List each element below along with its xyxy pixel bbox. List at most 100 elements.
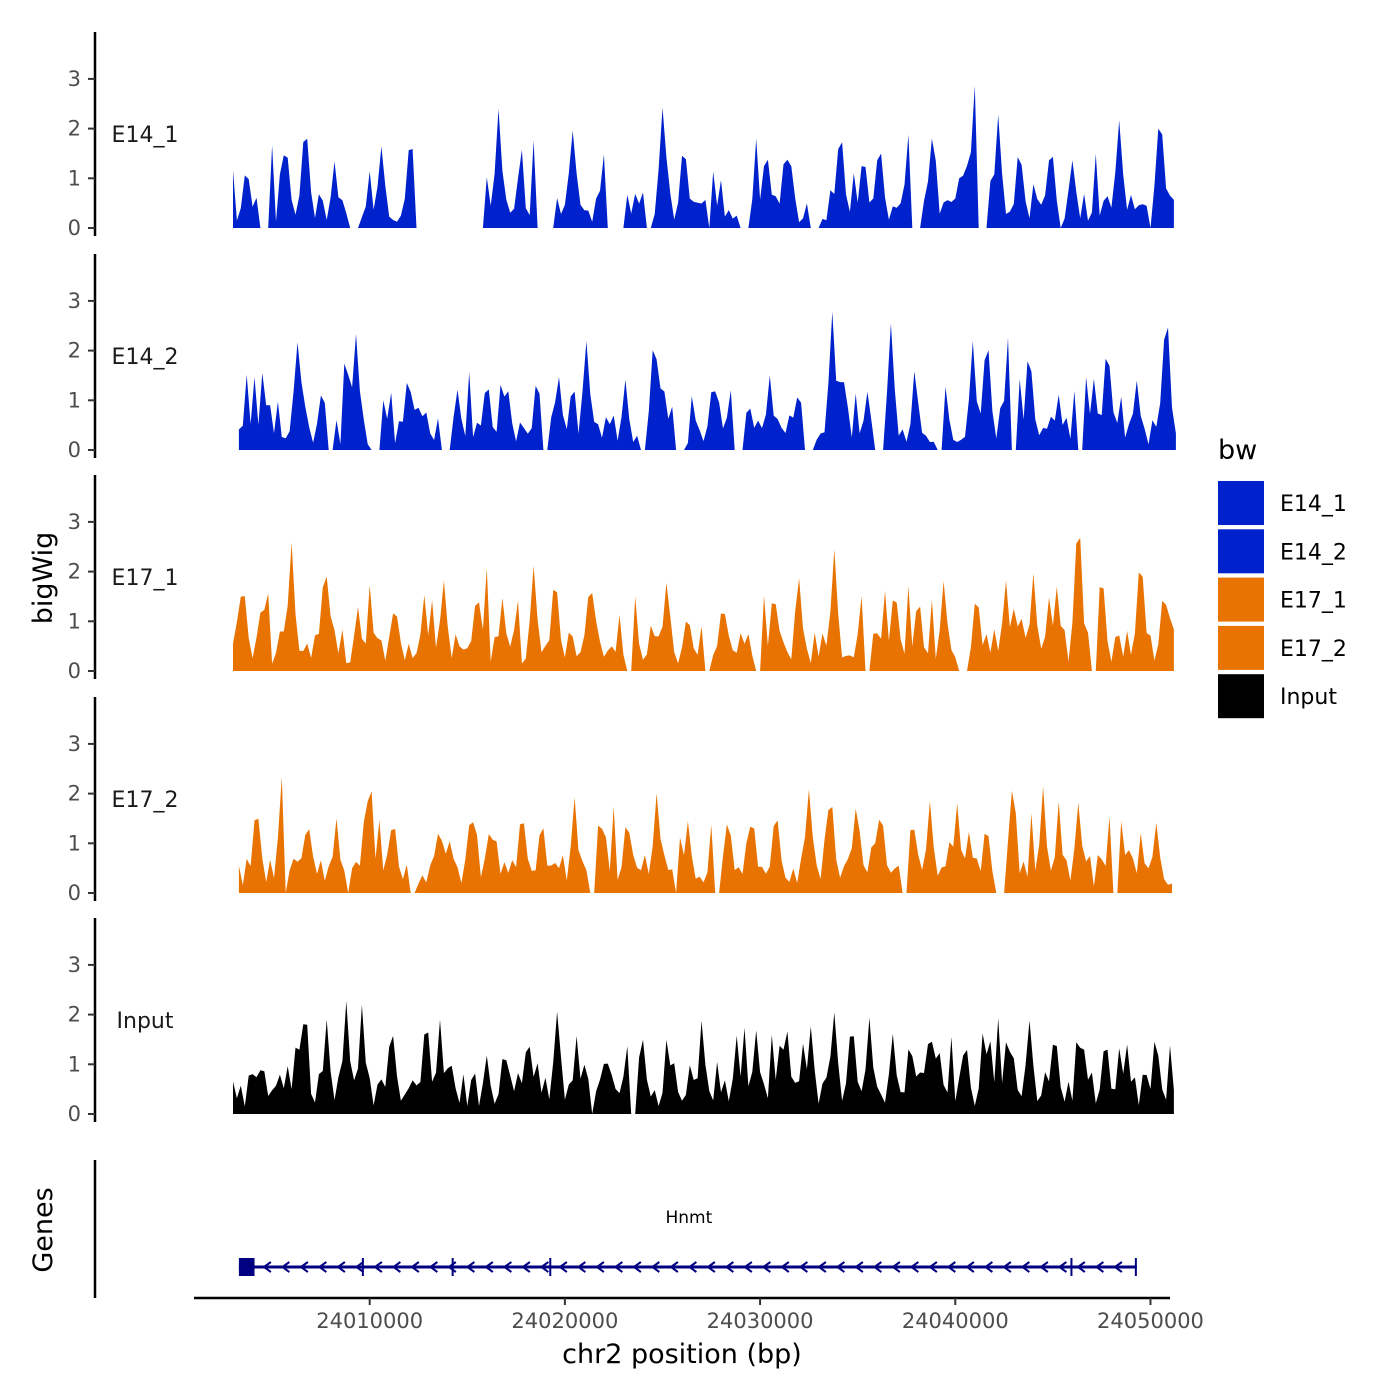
track-label-E14_1: E14_1	[112, 123, 179, 148]
track-E17_1: 0 1 2 3 E17_1	[68, 475, 1174, 683]
strand-arrow	[539, 1261, 549, 1273]
legend-label: E17_2	[1280, 637, 1347, 662]
strand-arrow	[354, 1261, 364, 1273]
y-axis-title-genes: Genes	[28, 1187, 59, 1272]
legend-entry-E17_1: E17_1	[1218, 577, 1347, 622]
strand-arrow	[928, 1261, 938, 1273]
gene-exon	[1070, 1258, 1073, 1276]
y-tick-label: 2	[68, 782, 81, 806]
strand-arrow	[1094, 1261, 1104, 1273]
strand-arrow	[798, 1261, 808, 1273]
y-tick-label: 1	[68, 609, 81, 633]
bigwig-tracks: 0 1 2 3 E14_1 0 1 2 3 E14_2 0 1 2 3 E17_1 0 1 2 3 E17_2 0 1 2 3…	[68, 32, 1176, 1126]
y-tick-label: 3	[68, 510, 81, 534]
track-E14_1: 0 1 2 3 E14_1	[68, 32, 1174, 240]
strand-arrow	[817, 1261, 827, 1273]
strand-arrow	[983, 1261, 993, 1273]
legend-label: Input	[1280, 685, 1337, 710]
strand-arrow	[336, 1261, 346, 1273]
strand-arrow	[891, 1261, 901, 1273]
strand-arrow	[669, 1261, 679, 1273]
strand-arrow	[965, 1261, 975, 1273]
track-E17_2: 0 1 2 3 E17_2	[68, 697, 1172, 905]
strand-arrow	[317, 1261, 327, 1273]
strand-arrow	[447, 1261, 457, 1273]
strand-arrow	[706, 1261, 716, 1273]
area-series-E14_2	[238, 311, 1176, 450]
legend-swatch	[1218, 674, 1264, 719]
strand-arrow	[262, 1261, 272, 1273]
x-tick-label: 24010000	[316, 1309, 423, 1333]
area-series-Input	[233, 1000, 1174, 1114]
legend-label: E14_2	[1280, 540, 1347, 565]
legend-label: E17_1	[1280, 589, 1347, 614]
y-tick-label: 0	[68, 881, 81, 905]
strand-arrow	[576, 1261, 586, 1273]
gene-label: Hnmt	[665, 1208, 712, 1228]
gene-exon	[1134, 1258, 1137, 1276]
legend-entry-E14_1: E14_1	[1218, 481, 1347, 525]
strand-arrow	[1076, 1261, 1086, 1273]
x-tick-label: 24020000	[511, 1309, 618, 1333]
strand-arrow	[410, 1261, 420, 1273]
y-tick-label: 1	[68, 388, 81, 412]
y-tick-label: 1	[68, 166, 81, 190]
strand-arrow	[687, 1261, 697, 1273]
x-tick-label: 24030000	[707, 1309, 814, 1333]
y-tick-label: 2	[68, 117, 81, 141]
x-tick-label: 24040000	[902, 1309, 1009, 1333]
strand-arrow	[613, 1261, 623, 1273]
y-tick-label: 3	[68, 732, 81, 756]
strand-arrow	[299, 1261, 309, 1273]
y-tick-label: 3	[68, 67, 81, 91]
strand-arrow	[558, 1261, 568, 1273]
gene-exon	[549, 1258, 552, 1276]
strand-arrow	[595, 1261, 605, 1273]
strand-arrow	[1039, 1261, 1049, 1273]
gene-exon	[361, 1258, 364, 1276]
strand-arrow	[484, 1261, 494, 1273]
legend-swatch	[1218, 577, 1264, 622]
y-tick-label: 0	[68, 1102, 81, 1126]
y-tick-label: 1	[68, 1052, 81, 1076]
area-series-E14_1	[233, 85, 1174, 228]
y-tick-label: 3	[68, 289, 81, 313]
legend-entry-E14_2: E14_2	[1218, 529, 1347, 574]
strand-arrow	[1020, 1261, 1030, 1273]
strand-arrow	[465, 1261, 475, 1273]
strand-arrow	[521, 1261, 531, 1273]
strand-arrow	[650, 1261, 660, 1273]
y-tick-label: 2	[68, 339, 81, 363]
strand-arrow	[780, 1261, 790, 1273]
track-label-E14_2: E14_2	[112, 345, 179, 370]
y-tick-label: 2	[68, 560, 81, 584]
gene-exon	[238, 1258, 255, 1276]
gene-exon	[451, 1258, 454, 1276]
legend-swatch	[1218, 481, 1264, 525]
strand-arrow	[724, 1261, 734, 1273]
legend-swatch	[1218, 625, 1264, 670]
y-tick-label: 0	[68, 659, 81, 683]
strand-arrow	[872, 1261, 882, 1273]
legend: E14_1 E14_2 E17_1 E17_2 Input	[1218, 481, 1347, 719]
strand-arrow	[632, 1261, 642, 1273]
legend-swatch	[1218, 529, 1264, 574]
gene-track: Hnmt	[93, 1160, 1137, 1298]
strand-arrow	[428, 1261, 438, 1273]
y-tick-label: 1	[68, 831, 81, 855]
strand-arrow	[391, 1261, 401, 1273]
y-tick-label: 0	[68, 216, 81, 240]
strand-arrow	[280, 1261, 290, 1273]
legend-entry-Input: Input	[1218, 674, 1337, 719]
legend-label: E14_1	[1280, 492, 1347, 517]
strand-arrow	[1057, 1261, 1067, 1273]
x-axis-title: chr2 position (bp)	[562, 1339, 802, 1370]
area-series-E17_2	[238, 777, 1172, 893]
strand-arrow	[502, 1261, 512, 1273]
strand-arrow	[909, 1261, 919, 1273]
strand-arrow	[946, 1261, 956, 1273]
x-axis: 24010000 24020000 24030000 24040000 24050000	[194, 1296, 1204, 1333]
strand-arrow	[1113, 1261, 1123, 1273]
strand-arrow	[854, 1261, 864, 1273]
